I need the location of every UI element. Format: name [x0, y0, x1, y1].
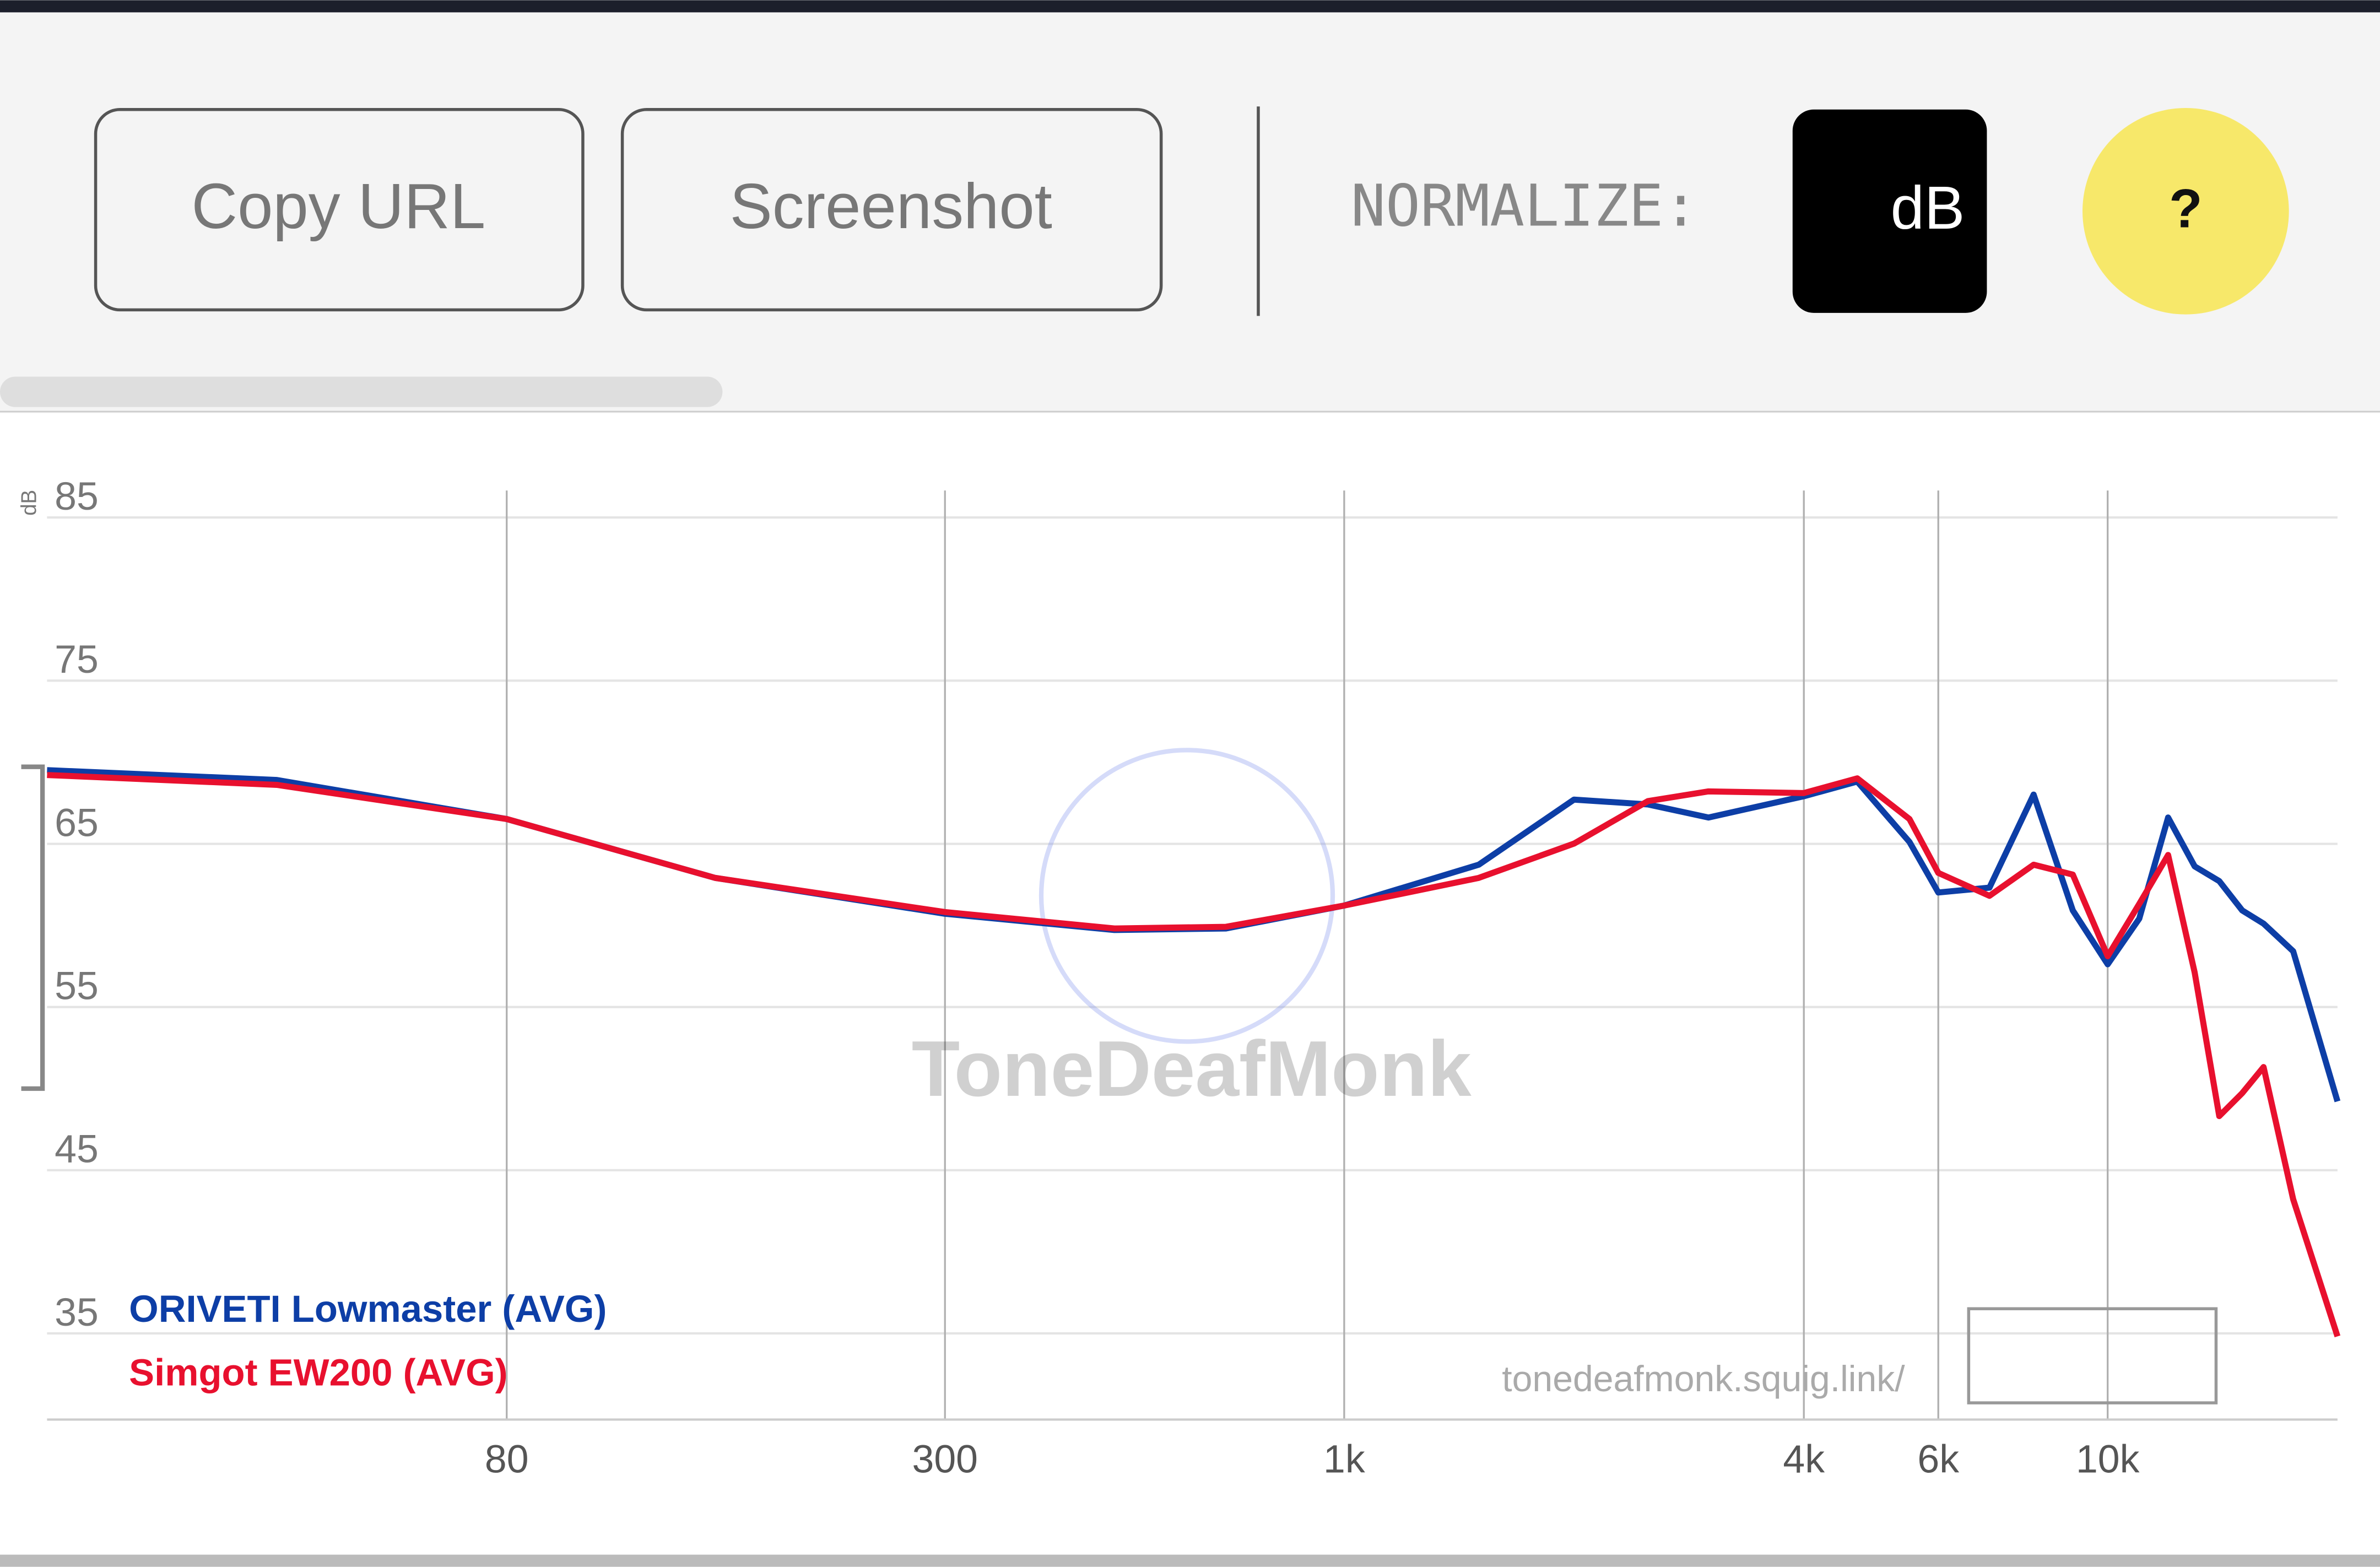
normalize-label: NORMALIZE:: [1351, 172, 1698, 239]
y-tick-label: 55: [55, 964, 99, 1008]
copy-button[interactable]: [94, 107, 585, 312]
series-line: [47, 772, 2341, 1338]
screenshot-button[interactable]: [620, 107, 1163, 312]
normalize-unit: dB: [1891, 174, 1965, 242]
legend-entry: ORIVETI Lowmaster (AVG): [129, 1288, 607, 1330]
x-tick-label: 6k: [1917, 1437, 1959, 1481]
top-bar: [0, 0, 2380, 13]
bottom-bar: [0, 1554, 2380, 1567]
y-tick-label: 75: [55, 637, 99, 682]
legend-entry: Simgot EW200 (AVG): [129, 1352, 507, 1394]
x-tick-label: 300: [912, 1437, 978, 1481]
y-tick-label: 45: [55, 1127, 99, 1171]
site-url: tonedeafmonk.squig.link/: [1502, 1359, 1905, 1400]
help-label: ?: [2169, 178, 2203, 239]
y-axis-label: dB: [17, 490, 41, 516]
normalize-unit-button[interactable]: [1792, 109, 1987, 313]
y-tick-label: 35: [55, 1290, 99, 1334]
y-tick-label: 85: [55, 474, 99, 518]
x-tick-label: 1k: [1323, 1437, 1365, 1481]
scrollbar: [0, 376, 723, 407]
x-tick-label: 4k: [1783, 1437, 1825, 1481]
x-tick-label: 80: [485, 1437, 529, 1481]
help-button[interactable]: [2082, 107, 2289, 315]
y-tick-label: 65: [55, 801, 99, 845]
watermark: ToneDeafMonk: [912, 1025, 1472, 1113]
copy-button-label: Copy URL: [192, 170, 486, 242]
watermark-logo: [1038, 748, 1335, 1044]
logo-box: [1967, 1307, 2218, 1404]
screenshot-button-label: Screenshot: [730, 170, 1052, 242]
y-scaler[interactable]: [21, 764, 45, 1091]
x-tick-label: 10k: [2076, 1437, 2140, 1481]
